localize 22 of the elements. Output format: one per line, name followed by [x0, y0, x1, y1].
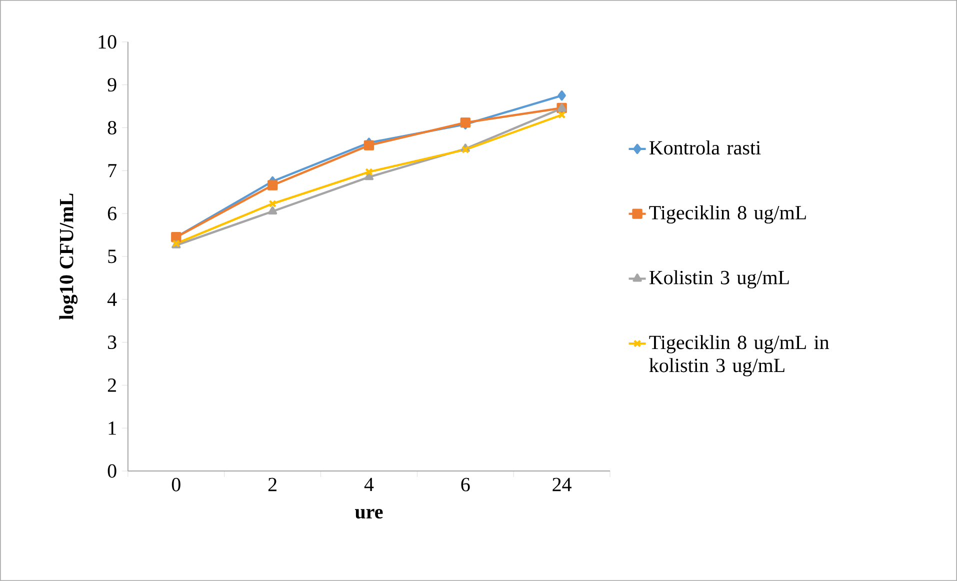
y-tick-label: 4: [107, 292, 117, 306]
y-tick-label: 6: [108, 206, 116, 220]
y-tick-label: 1: [108, 422, 116, 435]
x-tick-label: 2: [268, 478, 276, 492]
x-tick-label: 24: [552, 478, 572, 492]
x-tick-label: 6: [461, 478, 470, 492]
y-axis-title: log10 CFU/mL: [59, 194, 78, 320]
y-tick-label: 2: [108, 378, 116, 392]
legend-label: Tigeciklin 8 ug/mL in kolistin 3 ug/mL: [649, 335, 830, 376]
y-tick-label: 8: [108, 121, 116, 135]
y-tick-label: 7: [108, 164, 116, 178]
legend-label: Tigeciklin 8 ug/mL: [649, 205, 806, 224]
legend-label: Kolistin 3 ug/mL: [649, 270, 789, 288]
y-tick-label: 5: [108, 250, 116, 264]
y-tick-label: 9: [108, 78, 116, 92]
y-tick-label: 0: [108, 464, 116, 478]
y-tick-label: 3: [108, 336, 116, 350]
x-tick-label: 4: [364, 478, 374, 492]
x-tick-label: 0: [172, 478, 180, 492]
x-axis-title: ure: [355, 508, 383, 519]
y-tick-label: 10: [98, 35, 116, 49]
legend-label: Kontrola rasti: [649, 140, 761, 155]
